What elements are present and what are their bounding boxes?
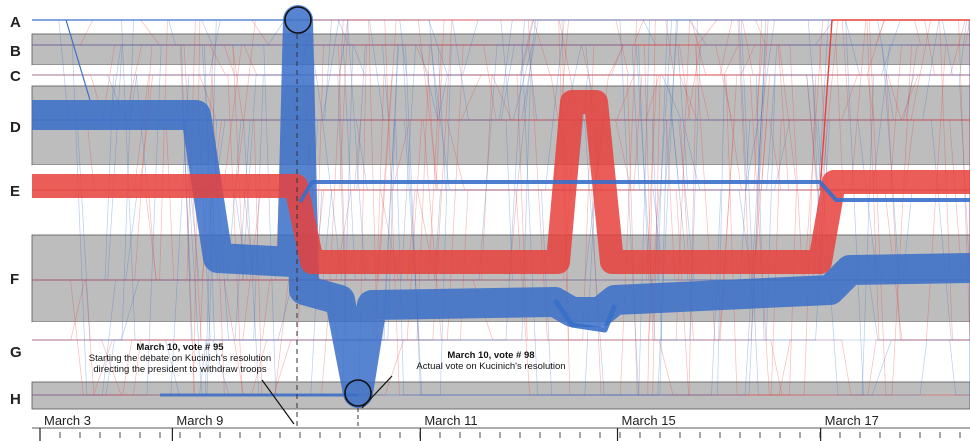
annotation-98-line-1: Actual vote on Kucinich's resolution (416, 361, 565, 372)
red-main-band (32, 90, 970, 274)
vote-98-arrow (361, 375, 393, 409)
red-thin-line-62 (32, 74, 970, 281)
blue-thin-line-11 (32, 44, 970, 396)
row-band-a (32, 8, 970, 34)
date-label-2: March 11 (424, 413, 477, 428)
vote-95-arrow (261, 379, 295, 425)
red-thin-line-58 (32, 19, 970, 396)
annotation-98-title: March 10, vote # 98 (447, 350, 534, 361)
blue-thin-line-67 (32, 19, 970, 341)
row-band-b (31, 33, 970, 66)
red-thin-line-14 (32, 19, 970, 396)
date-label-4: March 17 (825, 413, 879, 428)
red-thin-line-36 (32, 119, 970, 396)
row-band-c (32, 65, 970, 86)
red-thin-line-12 (32, 44, 970, 341)
row-label-a: A (10, 14, 21, 31)
blue-thin-line-17 (32, 19, 970, 341)
row-label-f: F (10, 271, 19, 288)
red-thin-line-28 (32, 19, 970, 396)
row-band-g (32, 322, 970, 382)
blue-g-loop (552, 298, 618, 333)
blue-thin-line-41 (32, 19, 970, 395)
vote-98-circle-marker (344, 379, 372, 407)
blue-thin-line-69 (32, 19, 970, 340)
row-label-c: C (10, 68, 21, 85)
blue-thin-line-43 (32, 44, 970, 396)
red-thin-line-38 (32, 74, 970, 396)
row-label-h: H (10, 391, 21, 408)
main-vote-bands (32, 5, 970, 408)
red-thin-line-2 (32, 19, 970, 396)
annotations: March 10, vote # 95 Starting the debate … (89, 342, 566, 375)
date-label-0: March 3 (44, 413, 91, 428)
row-a-blue-line (32, 19, 290, 101)
blue-thin-line-49 (32, 19, 970, 396)
row-labels: ABC D E F G H (10, 14, 22, 408)
blue-thin-line-45 (32, 19, 970, 396)
blue-thin-line-53 (32, 44, 970, 396)
row-label-e: E (10, 183, 20, 200)
red-thin-line-42 (32, 19, 970, 281)
row-a-red-line (819, 19, 970, 191)
row-label-d: D (10, 119, 21, 136)
blue-e-band (298, 180, 970, 204)
annotation-95-title: March 10, vote # 95 (136, 342, 224, 353)
row-label-g: G (10, 344, 22, 361)
blue-thin-line-63 (32, 44, 970, 341)
date-label-3: March 15 (622, 413, 676, 428)
markers (261, 6, 393, 428)
red-thin-line-50 (32, 44, 970, 396)
red-thin-line-56 (32, 19, 970, 76)
date-label-1: March 9 (176, 413, 223, 428)
vote-95-circle-marker (284, 6, 312, 34)
red-thin-line-10 (32, 19, 970, 396)
blue-thin-line-23 (32, 19, 970, 281)
red-thin-line-26 (32, 19, 970, 341)
red-thin-line-16 (32, 19, 970, 341)
blue-thin-line-65 (32, 19, 970, 396)
blue-main-band (32, 5, 970, 408)
date-axis: March 3 March 9 March 11 March 15 March 17 (32, 413, 970, 441)
blue-thin-line-25 (32, 19, 970, 341)
red-thin-line-48 (32, 74, 970, 396)
row-label-b: B (10, 43, 21, 60)
red-thin-line-30 (32, 19, 970, 281)
annotation-95-line-2: directing the president to withdraw troo… (93, 364, 266, 375)
annotation-95-line-1: Starting the debate on Kucinich's resolu… (89, 353, 271, 364)
blue-thin-line-27 (32, 19, 970, 396)
